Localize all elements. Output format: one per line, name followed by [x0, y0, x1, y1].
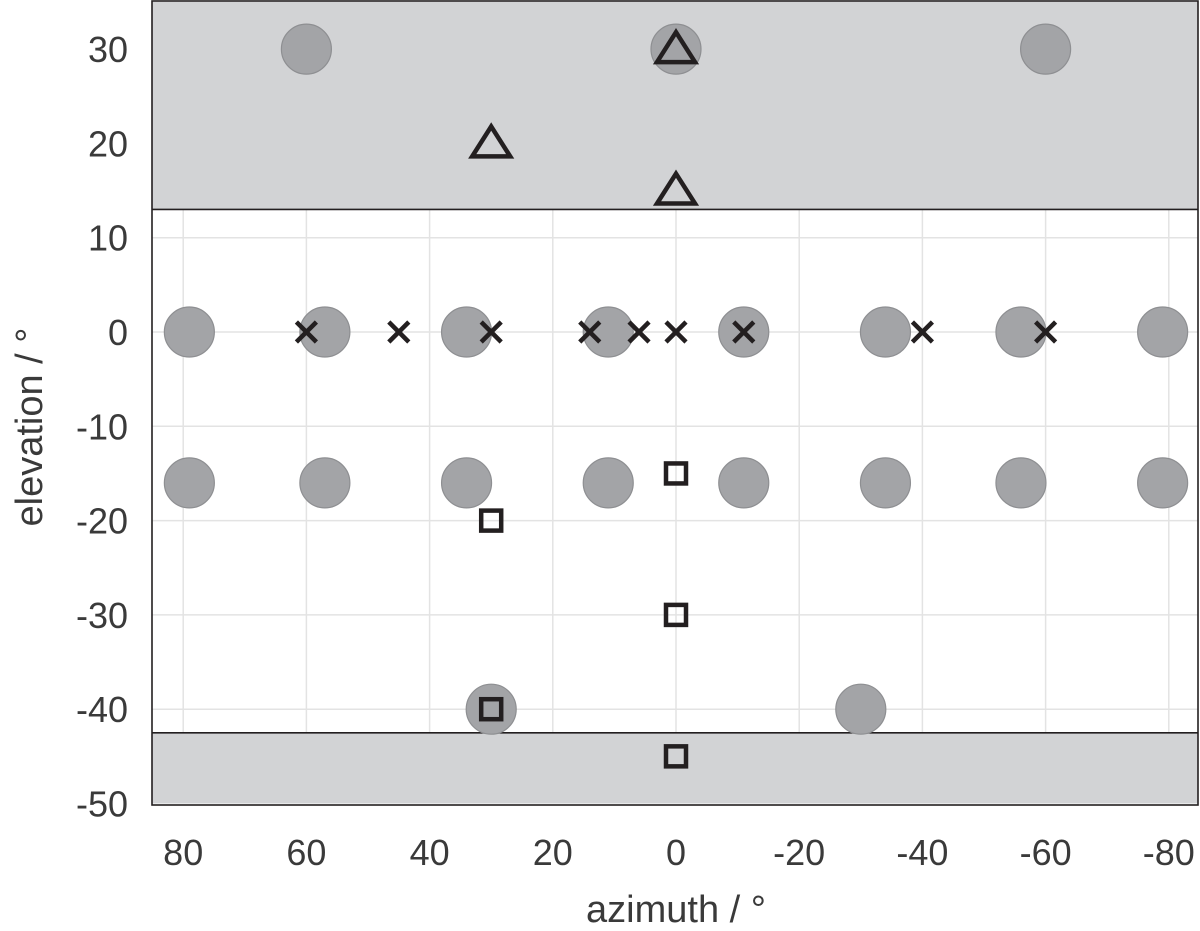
y-tick-label: -20	[76, 501, 128, 542]
square-marker	[478, 696, 504, 722]
circle-marker	[718, 457, 770, 509]
x-marker	[664, 320, 688, 344]
region-boundaries	[152, 208, 1198, 734]
y-tick-label: 10	[88, 218, 128, 259]
circle-marker	[859, 457, 912, 509]
plot-border	[151, 0, 1199, 806]
x-tick-label: 0	[666, 832, 686, 873]
symbol-markers	[294, 28, 1058, 769]
shaded-regions	[152, 1, 1198, 804]
circle-marker	[1019, 23, 1072, 75]
triangle-marker	[652, 28, 700, 65]
circle-marker	[859, 306, 912, 358]
circle-marker	[1137, 306, 1189, 358]
x-tick-label: 20	[533, 832, 573, 873]
x-marker	[479, 320, 503, 344]
circle-marker	[835, 683, 887, 735]
tick-labels: 80 60 40 20 0 -20 -40 -60 -80 30 20 10 0 -10 -20 -30 -40…	[76, 29, 1195, 873]
x-marker	[910, 320, 934, 344]
x-marker	[1034, 320, 1058, 344]
circle-marker	[582, 306, 634, 358]
circle-marker	[163, 457, 215, 509]
triangle-marker	[652, 169, 700, 206]
y-tick-label: -30	[76, 595, 128, 636]
y-tick-label: 0	[108, 312, 128, 353]
square-marker	[663, 461, 689, 486]
circle-marker	[995, 457, 1047, 509]
circle-marker	[280, 23, 332, 75]
y-tick-label: -10	[76, 406, 128, 447]
y-tick-label: -50	[76, 784, 128, 825]
x-marker	[387, 320, 411, 344]
circle-marker	[440, 306, 493, 358]
x-tick-label: -80	[1143, 832, 1195, 873]
y-tick-label: 30	[88, 29, 128, 70]
x-marker	[627, 320, 651, 344]
square-marker	[663, 602, 689, 628]
y-tick-label: 20	[88, 123, 128, 164]
x-tick-label: -20	[773, 832, 825, 873]
y-tick-label: -40	[76, 689, 128, 730]
circle-marker	[1137, 457, 1189, 509]
x-axis-label: azimuth / °	[586, 889, 766, 931]
x-tick-label: 40	[410, 832, 450, 873]
x-tick-label: -40	[896, 832, 948, 873]
x-tick-label: 80	[163, 832, 203, 873]
circle-marker	[299, 457, 351, 509]
x-marker	[578, 320, 602, 344]
circle-marker	[995, 306, 1047, 358]
x-tick-label: -60	[1020, 832, 1072, 873]
x-tick-label: 60	[286, 832, 326, 873]
y-axis-label: elevation / °	[9, 328, 51, 527]
square-marker	[478, 508, 504, 533]
square-marker	[663, 744, 689, 769]
plot-frame	[151, 0, 1199, 806]
triangle-marker	[468, 122, 515, 159]
circle-marker	[163, 306, 215, 358]
circle-marker	[440, 457, 493, 509]
x-marker	[732, 320, 756, 344]
circle-marker	[465, 683, 517, 735]
circle-marker	[582, 457, 634, 509]
circle-marker	[299, 306, 351, 358]
x-marker	[294, 320, 318, 344]
